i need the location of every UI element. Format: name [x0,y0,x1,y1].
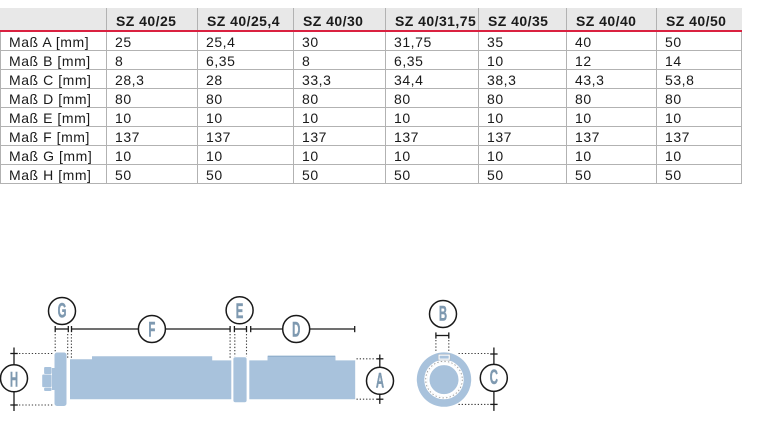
svg-text:C: C [490,364,498,389]
svg-text:B: B [439,300,447,325]
svg-text:D: D [292,317,300,342]
svg-text:H: H [10,367,18,392]
svg-text:A: A [376,367,384,392]
svg-text:G: G [58,298,67,323]
svg-text:F: F [148,317,155,342]
svg-text:E: E [236,298,244,323]
